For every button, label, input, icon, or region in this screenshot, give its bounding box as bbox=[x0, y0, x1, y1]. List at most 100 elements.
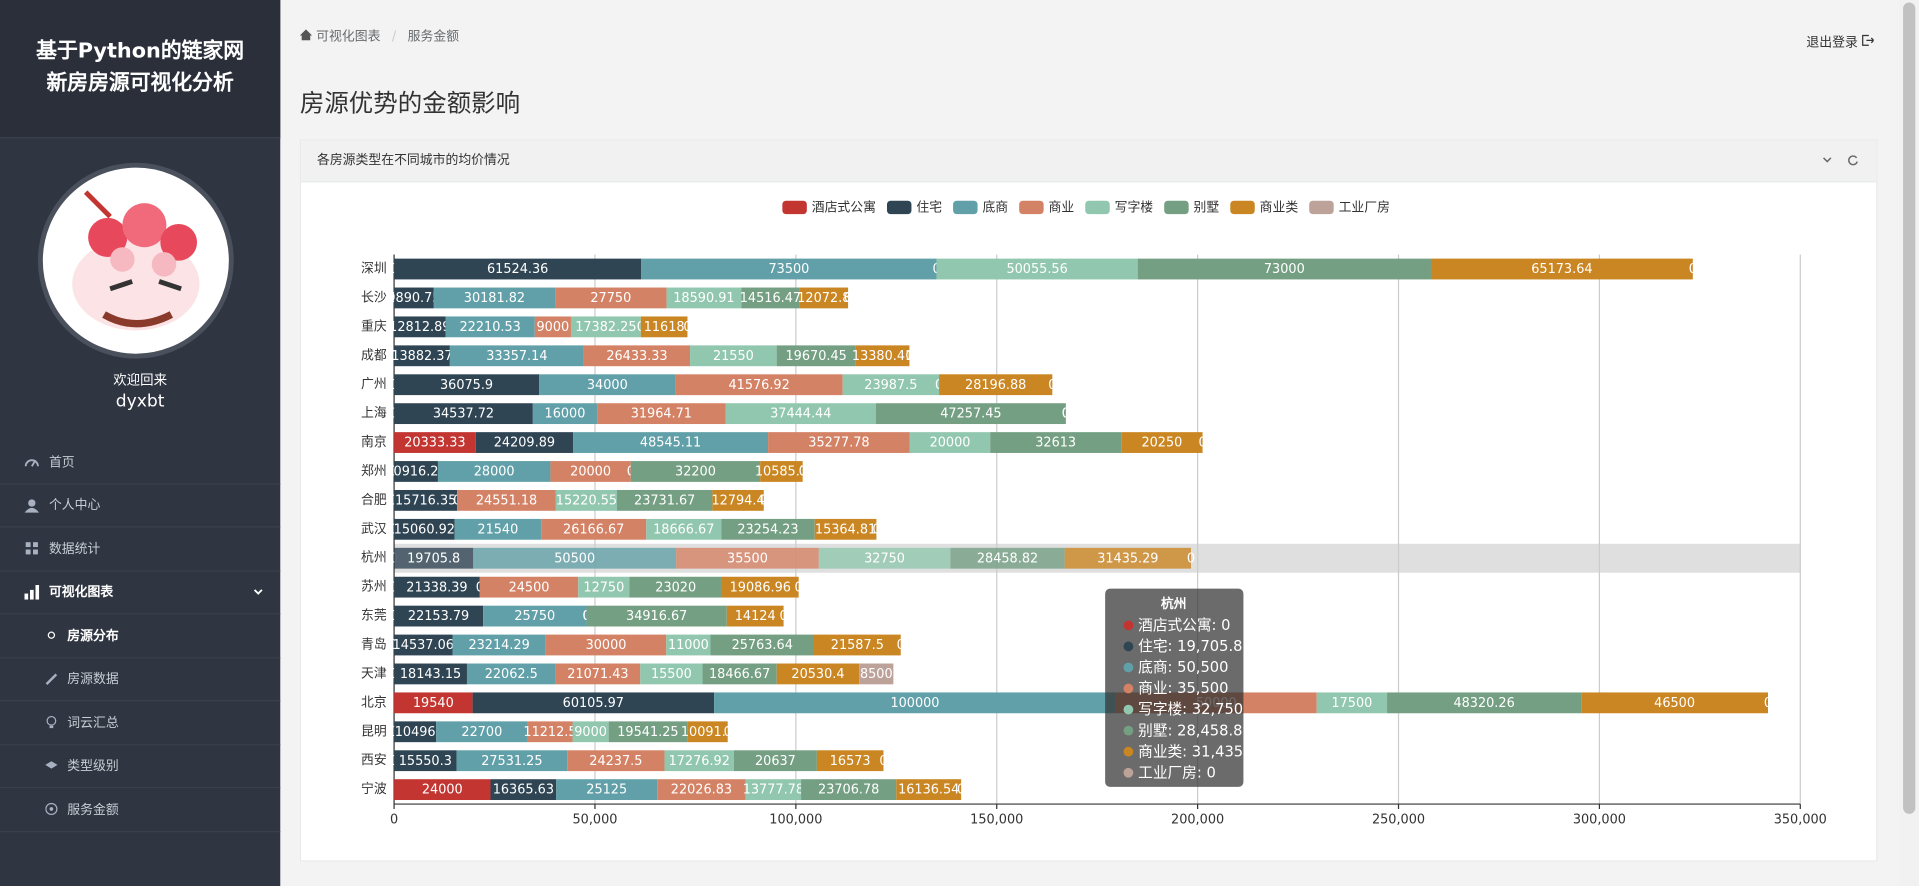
bar bbox=[473, 547, 677, 569]
data-label: 15500 bbox=[651, 667, 692, 682]
data-label: 26166.67 bbox=[563, 522, 624, 537]
bar bbox=[570, 316, 641, 338]
breadcrumb-item: 服务金额 bbox=[407, 29, 460, 45]
breadcrumb-item[interactable]: 可视化图表 bbox=[316, 29, 381, 45]
logout-label[interactable]: 退出登录 bbox=[1806, 35, 1858, 51]
data-label: 22026.83 bbox=[671, 783, 732, 798]
data-label: 21540 bbox=[477, 522, 518, 537]
menu-item[interactable]: 个人中心 bbox=[0, 484, 281, 528]
bar bbox=[490, 779, 557, 801]
bar bbox=[801, 779, 897, 801]
submenu-item[interactable]: 词云汇总 bbox=[0, 701, 281, 745]
data-label: 21338.39 bbox=[406, 580, 467, 595]
bar bbox=[394, 518, 455, 540]
bar bbox=[725, 403, 876, 425]
submenu-item[interactable]: 类型级别 bbox=[0, 745, 281, 789]
panel-header: 各房源类型在不同城市的均价情况 bbox=[301, 140, 1877, 183]
x-tick-label: 0 bbox=[390, 812, 398, 827]
y-tick-label: 昆明 bbox=[361, 724, 387, 739]
data-label: 50500 bbox=[554, 551, 595, 566]
bar bbox=[483, 605, 587, 627]
bar bbox=[818, 547, 951, 569]
data-label: 28000 bbox=[474, 465, 515, 480]
data-label: 35500 bbox=[727, 551, 768, 566]
data-label: 32200 bbox=[675, 465, 716, 480]
tooltip-dot bbox=[1123, 725, 1134, 736]
submenu-item[interactable]: 房源数据 bbox=[0, 658, 281, 702]
data-label: 10496 bbox=[395, 725, 436, 740]
submenu-item[interactable]: 服务金额 bbox=[0, 788, 281, 832]
bar bbox=[702, 663, 777, 685]
data-label: 22153.79 bbox=[408, 609, 469, 624]
data-label: 41576.92 bbox=[728, 378, 789, 393]
x-tick-label: 300,000 bbox=[1573, 812, 1626, 827]
legend-swatch bbox=[886, 200, 912, 215]
bar bbox=[457, 489, 556, 511]
data-label: 15220.55 bbox=[556, 494, 617, 509]
bar bbox=[741, 287, 800, 309]
data-label: 24551.18 bbox=[476, 494, 537, 509]
tooltip-entry: 写字楼: 32,750 bbox=[1138, 701, 1243, 718]
data-label: 24237.5 bbox=[589, 754, 642, 769]
data-label: 27750 bbox=[590, 291, 631, 306]
bar bbox=[1316, 692, 1388, 714]
data-label: 0 bbox=[905, 349, 913, 364]
data-label: 23987.5 bbox=[864, 378, 917, 393]
x-tick-label: 350,000 bbox=[1774, 812, 1827, 827]
data-label: 100000 bbox=[890, 696, 939, 711]
data-label: 16573 bbox=[830, 754, 871, 769]
data-label: 26433.33 bbox=[606, 349, 667, 364]
y-tick-label: 重庆 bbox=[361, 318, 387, 334]
bar bbox=[394, 547, 474, 569]
y-tick-label: 武汉 bbox=[361, 522, 387, 537]
bar bbox=[855, 345, 910, 367]
menu-item[interactable]: 首页 bbox=[0, 441, 281, 485]
tooltip-dot bbox=[1123, 767, 1134, 778]
collapse[interactable] bbox=[1822, 157, 1832, 164]
menu-item[interactable]: 数据统计 bbox=[0, 527, 281, 571]
tooltip-dot bbox=[1123, 641, 1134, 652]
data-label: 23731.67 bbox=[634, 494, 695, 509]
y-tick-label: 成都 bbox=[361, 348, 387, 363]
submenu-item[interactable]: 房源分布 bbox=[0, 614, 281, 658]
scrollbar[interactable] bbox=[1899, 0, 1919, 886]
data-label: 20333.33 bbox=[404, 436, 465, 451]
data-label: 73500 bbox=[768, 262, 809, 277]
legend-swatch bbox=[1085, 200, 1110, 215]
data-label: 0 bbox=[683, 320, 691, 335]
bar bbox=[776, 345, 856, 367]
data-label: 48320.26 bbox=[1453, 696, 1514, 711]
refresh[interactable] bbox=[1847, 154, 1859, 166]
data-label: 16136.54 bbox=[898, 783, 959, 798]
bar bbox=[950, 547, 1065, 569]
tooltip-entry: 别墅: 28,458.82 bbox=[1138, 722, 1252, 739]
scroll-thumb[interactable] bbox=[1903, 2, 1916, 814]
logout[interactable]: 退出登录 bbox=[1806, 33, 1876, 51]
menu: 首页 个人中心 数据统计 可视化图表 房源分布 房源数据 词云汇总 类型级别 服… bbox=[0, 441, 281, 832]
bar bbox=[567, 750, 665, 772]
y-tick-label: 苏州 bbox=[361, 579, 387, 595]
icon bbox=[24, 459, 39, 468]
bar bbox=[555, 663, 641, 685]
legend-swatch bbox=[1230, 200, 1255, 215]
bar bbox=[572, 721, 609, 743]
bar bbox=[990, 432, 1122, 453]
data-label: 20000 bbox=[570, 465, 611, 480]
data-label: 0 bbox=[844, 291, 852, 306]
data-label: 30000 bbox=[586, 638, 627, 653]
bar bbox=[433, 287, 556, 309]
bar bbox=[760, 461, 803, 482]
menu-item[interactable]: 可视化图表 bbox=[0, 571, 281, 615]
legend-swatch bbox=[1019, 200, 1044, 215]
data-label: 36075.9 bbox=[440, 378, 493, 393]
legend-label: 底商 bbox=[982, 200, 1008, 216]
x-tick-label: 200,000 bbox=[1171, 812, 1224, 827]
bar bbox=[629, 576, 722, 598]
data-label: 28196.88 bbox=[965, 378, 1026, 393]
bar bbox=[394, 489, 458, 511]
legend-swatch bbox=[782, 200, 807, 215]
icon bbox=[45, 673, 58, 685]
data-label: 8500 bbox=[860, 667, 893, 682]
bar bbox=[1387, 692, 1582, 714]
